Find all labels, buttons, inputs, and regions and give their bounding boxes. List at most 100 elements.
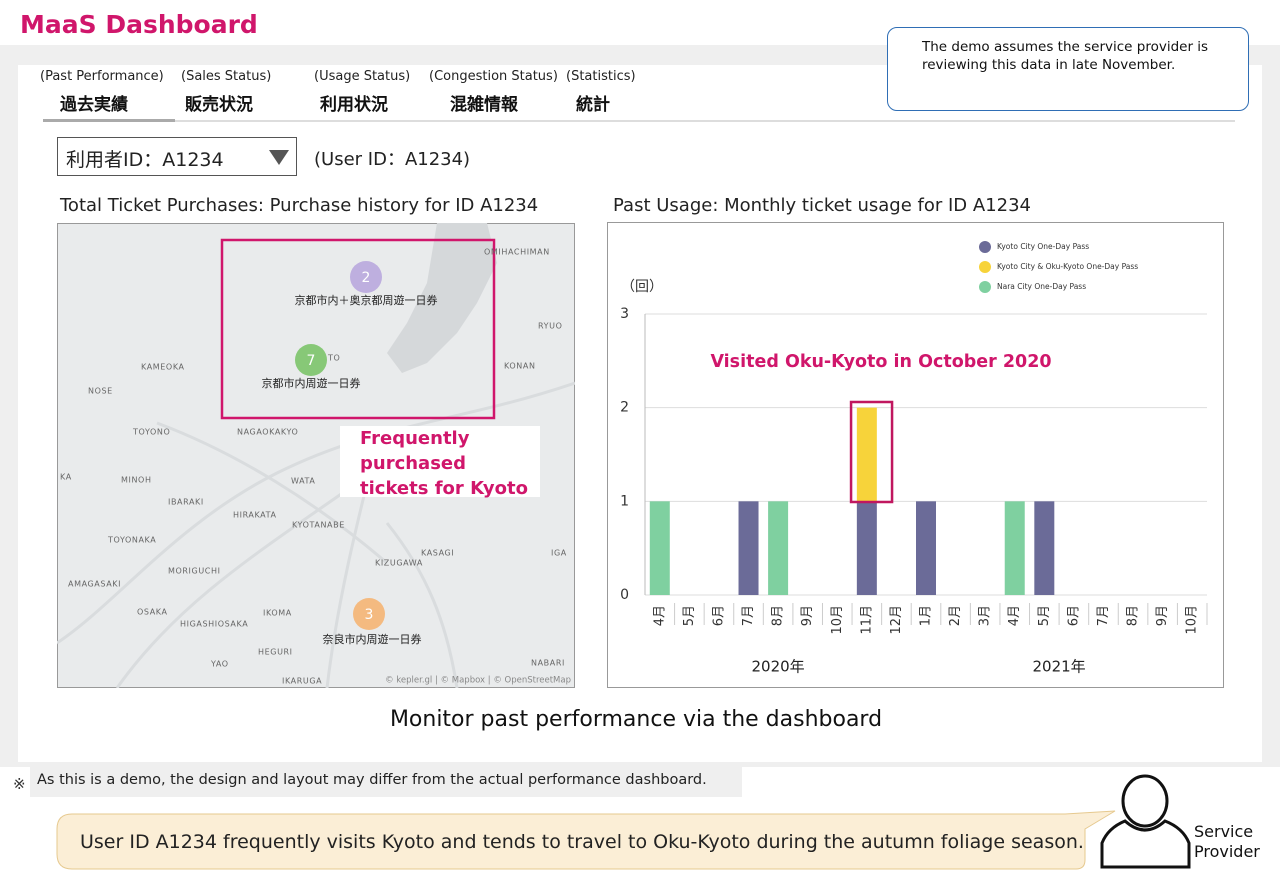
x-tick-label: 8月 <box>771 605 786 626</box>
x-tick-label: 9月 <box>800 605 815 626</box>
caption: Monitor past performance via the dashboa… <box>389 707 883 732</box>
map-callout: Frequently purchased tickets for Kyoto <box>360 428 528 499</box>
info-box: The demo assumes the service provider is… <box>887 27 1249 111</box>
place-name: IKOMA <box>263 609 292 618</box>
chart-title: Past Usage: Monthly ticket usage for ID … <box>613 195 1032 216</box>
place-name: YAO <box>210 660 229 669</box>
place-name: KONAN <box>504 362 536 371</box>
legend-label: Nara City One-Day Pass <box>997 282 1086 291</box>
chart: 0 1 2 3 （回） 4月 5月 6月 7月 8月 9月 10月 11月 12月 1月 2月 3月 4月 5月 6月… <box>607 222 1224 688</box>
place-name: KASAGI <box>421 549 454 558</box>
x-tick-label: 1月 <box>919 605 934 626</box>
bar <box>856 407 877 502</box>
tab-label[interactable]: 利用状況 <box>320 95 388 115</box>
tab-english[interactable]: (Congestion Status) <box>429 69 558 84</box>
place-name: IBARAKI <box>168 498 204 507</box>
place-name: AMAGASAKI <box>68 580 121 589</box>
bar <box>738 501 759 595</box>
y-tick-label: 3 <box>620 306 629 322</box>
place-name: HIRAKATA <box>233 511 277 520</box>
lake <box>387 223 497 373</box>
cluster-label: 奈良市内周遊一日券 <box>323 632 422 646</box>
place-name: HEGURI <box>258 648 293 657</box>
x-tick-label: 10月 <box>830 605 845 635</box>
place-name: MORIGUCHI <box>168 567 221 576</box>
x-tick-label: 7月 <box>1096 605 1111 626</box>
legend-label: Kyoto City One-Day Pass <box>997 242 1089 251</box>
place-name: RYUO <box>538 322 563 331</box>
x-tick-label: 5月 <box>1037 605 1052 626</box>
x-tick-label: 8月 <box>1126 605 1141 626</box>
x-tick-label: 5月 <box>682 605 697 626</box>
tab-english[interactable]: (Usage Status) <box>314 69 411 84</box>
attribution: © kepler.gl | © Mapbox | © OpenStreetMap <box>385 676 571 686</box>
page-title: MaaS Dashboard <box>20 10 258 39</box>
note-text: As this is a demo, the design and layout… <box>37 772 707 788</box>
x-tick-label: 3月 <box>978 605 993 626</box>
tab-english[interactable]: (Past Performance) <box>40 69 164 84</box>
place-name: MINOH <box>121 476 152 485</box>
callout-box <box>340 426 540 497</box>
place-name: TO <box>327 354 340 363</box>
person-icon <box>1100 774 1191 869</box>
user-select[interactable]: 利用者ID：A1234 <box>57 137 297 176</box>
x-tick-label: 6月 <box>1066 605 1081 626</box>
map-title: Total Ticket Purchases: Purchase history… <box>60 195 539 216</box>
place-name: KAMEOKA <box>141 363 185 372</box>
place-name: OMIHACHIMAN <box>484 248 550 257</box>
user-id-translation: (User ID：A1234) <box>314 149 471 170</box>
legend-label: Kyoto City & Oku-Kyoto One-Day Pass <box>997 262 1138 271</box>
place-name: NAGAOKAKYO <box>237 428 298 437</box>
y-tick-label: 2 <box>620 400 629 416</box>
cluster-marker <box>295 344 327 376</box>
bar <box>856 501 877 595</box>
x-tick-label: 10月 <box>1185 605 1200 635</box>
summary-bubble <box>56 810 1116 870</box>
place-name: IKARUGA <box>282 677 322 686</box>
legend-swatch <box>979 281 991 293</box>
summary-text: User ID A1234 frequently visits Kyoto an… <box>80 831 1084 853</box>
bar <box>1004 501 1025 595</box>
place-name: KA <box>60 473 72 482</box>
cluster-count: 2 <box>362 270 371 286</box>
x-tick-label: 12月 <box>889 605 904 635</box>
cluster-marker <box>350 261 382 293</box>
cluster-label: 京都市内周遊一日券 <box>262 376 361 390</box>
tab-label[interactable]: 統計 <box>576 95 610 115</box>
bar <box>768 501 789 595</box>
place-name: KIZUGAWA <box>375 559 423 568</box>
map: OMIHACHIMAN RYUO KONAN KAMEOKA NOSE TOYONO NAG… <box>57 223 575 688</box>
bar <box>1034 501 1055 595</box>
x-tick-label: 4月 <box>652 605 667 626</box>
tab-label[interactable]: 過去実績 <box>60 95 128 115</box>
x-tick-label: 11月 <box>859 605 874 635</box>
actor-label: Service Provider <box>1194 822 1260 861</box>
user-select-label: 利用者ID：A1234 <box>66 149 224 171</box>
tab-english[interactable]: (Sales Status) <box>181 69 272 84</box>
place-name: KYOTANABE <box>292 521 345 530</box>
cluster-count: 7 <box>307 353 316 369</box>
tab-english[interactable]: (Statistics) <box>566 69 636 84</box>
annotation: Visited Oku-Kyoto in October 2020 <box>710 352 1051 372</box>
y-unit: （回） <box>621 279 663 295</box>
y-tick-label: 1 <box>620 493 629 509</box>
bar <box>916 501 936 595</box>
roads <box>57 381 575 688</box>
y-tick-label: 0 <box>620 587 629 603</box>
tab-label[interactable]: 販売状況 <box>185 95 253 115</box>
place-name: TOYONO <box>132 428 170 437</box>
cluster-marker <box>353 598 385 630</box>
x-tick-label: 2月 <box>948 605 963 626</box>
x-tick-label: 6月 <box>711 605 726 626</box>
legend-swatch <box>979 241 991 253</box>
legend-swatch <box>979 261 991 273</box>
cluster-count: 3 <box>365 607 374 623</box>
highlight-box <box>220 238 496 420</box>
tab-divider <box>45 120 1235 122</box>
x-tick-label: 4月 <box>1007 605 1022 626</box>
tab-label[interactable]: 混雑情報 <box>450 95 518 115</box>
place-name: HIGASHIOSAKA <box>180 620 248 629</box>
place-name: IGA <box>551 549 567 558</box>
active-tab-indicator <box>43 119 175 122</box>
